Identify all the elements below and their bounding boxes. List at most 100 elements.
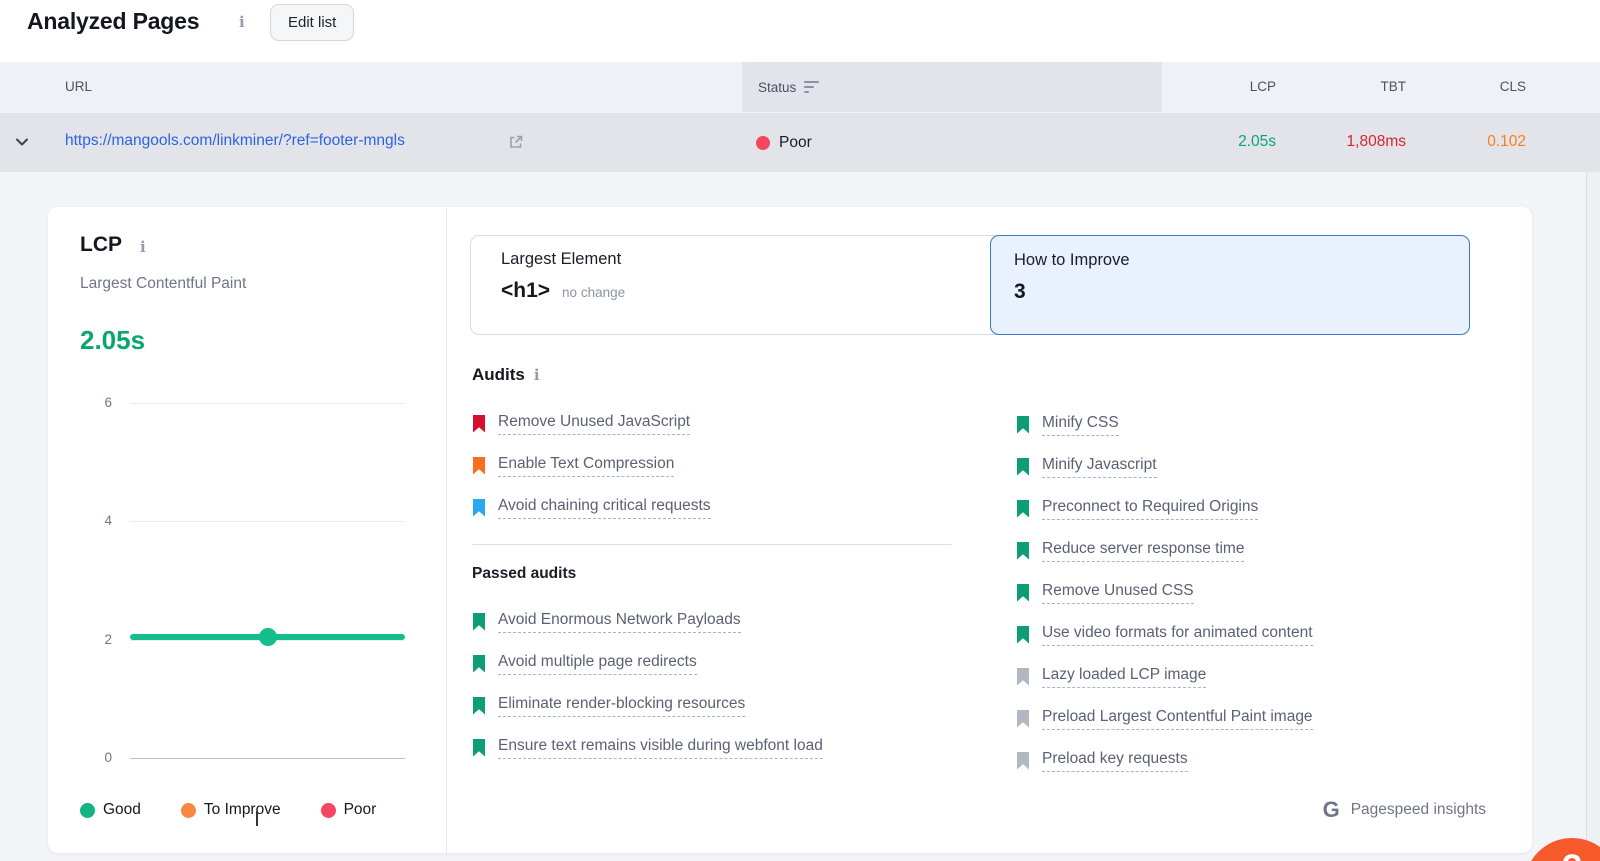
chevron-down-icon[interactable]: [14, 134, 30, 155]
bookmark-icon: [1016, 416, 1030, 434]
analyzed-page-row[interactable]: https://mangools.com/linkminer/?ref=foot…: [0, 112, 1600, 172]
audit-label: Eliminate render-blocking resources: [498, 695, 746, 717]
legend-item: To Improve: [180, 801, 281, 819]
audit-label: Enable Text Compression: [498, 455, 675, 477]
audit-label: Avoid multiple page redirects: [498, 653, 697, 675]
summary-tabs: Largest Element <h1> no change How to Im…: [470, 235, 1470, 335]
audit-label: Minify CSS: [1042, 414, 1119, 436]
audit-item[interactable]: Minify CSS: [1016, 404, 1313, 446]
how-to-improve-title: How to Improve: [1014, 251, 1130, 269]
audit-label: Preload key requests: [1042, 750, 1188, 772]
axis-tick-label: 0: [104, 750, 112, 765]
bookmark-icon: [1016, 626, 1030, 644]
pagespeed-label: Pagespeed insights: [1350, 801, 1486, 818]
bookmark-icon: [472, 415, 486, 433]
largest-element-title: Largest Element: [501, 250, 622, 268]
status-label: Poor: [779, 134, 812, 151]
status-cell: Poor: [756, 113, 812, 173]
audit-item[interactable]: Avoid Enormous Network Payloads: [472, 601, 823, 643]
audits-title: Audits: [472, 365, 525, 384]
edit-list-button[interactable]: Edit list: [270, 4, 355, 41]
audits-info-icon[interactable]: i: [533, 365, 540, 384]
top-bar: Analyzed Pages i Edit list: [0, 0, 1600, 62]
audit-item[interactable]: Eliminate render-blocking resources: [472, 685, 823, 727]
pagespeed-insights-link[interactable]: G Pagespeed insights: [1323, 799, 1486, 821]
audit-item[interactable]: Avoid chaining critical requests: [472, 487, 711, 529]
audit-label: Reduce server response time: [1042, 540, 1245, 562]
bookmark-icon: [472, 655, 486, 673]
audit-label: Preconnect to Required Origins: [1042, 498, 1259, 520]
cls-value: 0.102: [1487, 133, 1526, 150]
bookmark-icon: [1016, 752, 1030, 770]
panel-divider: [446, 207, 447, 853]
how-to-improve-card[interactable]: How to Improve 3: [990, 235, 1470, 335]
audit-label: Avoid Enormous Network Payloads: [498, 611, 741, 633]
passed-audits-title: Passed audits: [472, 565, 577, 582]
google-g-icon: G: [1322, 797, 1340, 822]
audit-item[interactable]: Remove Unused JavaScript: [472, 403, 711, 445]
tbt-value: 1,808ms: [1346, 133, 1406, 150]
column-header-status[interactable]: Status: [742, 62, 1162, 112]
audit-item[interactable]: Preload Largest Contentful Paint image: [1016, 698, 1313, 740]
question-mark-icon: ?: [1524, 848, 1600, 861]
external-link-icon[interactable]: [508, 134, 524, 155]
axis-tick-label: 2: [104, 631, 112, 647]
metric-info-icon[interactable]: i: [140, 238, 146, 256]
largest-element-card[interactable]: Largest Element <h1> no change: [471, 236, 991, 334]
scrollbar-track[interactable]: [1586, 172, 1600, 861]
column-header-tbt: TBT: [1380, 79, 1407, 94]
detail-area: LCP i Largest Contentful Paint 2.05s 6 4 2…: [0, 172, 1600, 861]
bookmark-icon: [472, 499, 486, 517]
sort-descending-icon: [804, 81, 820, 93]
lcp-series-point: [258, 627, 277, 646]
audit-item[interactable]: Minify Javascript: [1016, 446, 1313, 488]
table-header: URL Status LCP TBT CLS: [0, 62, 1600, 112]
chart-legend: Good To Improve Poor: [80, 801, 376, 819]
page-url-link[interactable]: https://mangools.com/linkminer/?ref=foot…: [65, 132, 405, 149]
how-to-improve-count: 3: [1014, 280, 1026, 303]
lcp-value: 2.05s: [1238, 133, 1276, 150]
audit-item[interactable]: Lazy loaded LCP image: [1016, 656, 1313, 698]
bookmark-icon: [1016, 542, 1030, 560]
metric-title: LCP: [80, 233, 122, 256]
bookmark-icon: [1016, 584, 1030, 602]
secondary-audits-list: Minify CSS Minify Javascript Pre: [1016, 404, 1313, 782]
metric-subtitle: Largest Contentful Paint: [80, 275, 247, 292]
gridline: [130, 403, 405, 404]
audit-item[interactable]: Preconnect to Required Origins: [1016, 488, 1313, 530]
passed-audits-list: Avoid Enormous Network Payloads Avoid mu…: [472, 601, 823, 769]
audit-label: Avoid chaining critical requests: [498, 497, 711, 519]
failed-audits-list: Remove Unused JavaScript Enable Text Com…: [472, 403, 711, 529]
legend-label: To Improve: [203, 801, 281, 818]
bookmark-icon: [472, 457, 486, 475]
column-header-url: URL: [65, 79, 93, 94]
audit-item[interactable]: Preload key requests: [1016, 740, 1313, 782]
detail-card: LCP i Largest Contentful Paint 2.05s 6 4 2…: [48, 207, 1532, 853]
audit-label: Lazy loaded LCP image: [1042, 666, 1207, 688]
legend-dot: [320, 802, 336, 818]
legend-dot: [80, 802, 95, 818]
audit-label: Remove Unused CSS: [1042, 582, 1194, 604]
audits-divider: [472, 544, 952, 545]
bookmark-icon: [1016, 500, 1030, 518]
audit-item[interactable]: Ensure text remains visible during webfo…: [472, 727, 823, 769]
audit-item[interactable]: Enable Text Compression: [472, 445, 711, 487]
audit-item[interactable]: Remove Unused CSS: [1016, 572, 1313, 614]
bookmark-icon: [472, 613, 486, 631]
legend-label: Poor: [343, 801, 377, 818]
audit-item[interactable]: Reduce server response time: [1016, 530, 1313, 572]
audit-item[interactable]: Use video formats for animated content: [1016, 614, 1313, 656]
column-header-lcp: LCP: [1249, 79, 1276, 94]
legend-label: Good: [103, 801, 141, 818]
largest-element-value: <h1>: [501, 279, 551, 302]
legend-item: Poor: [320, 801, 377, 819]
bookmark-icon: [1016, 668, 1030, 686]
page-title-info-icon[interactable]: i: [239, 13, 245, 31]
column-header-cls: CLS: [1499, 79, 1526, 94]
axis-tick-label: 6: [104, 395, 112, 410]
bookmark-icon: [1016, 710, 1030, 728]
audit-label: Preload Largest Contentful Paint image: [1042, 708, 1313, 730]
metric-value: 2.05s: [80, 325, 146, 355]
audit-item[interactable]: Avoid multiple page redirects: [472, 643, 823, 685]
